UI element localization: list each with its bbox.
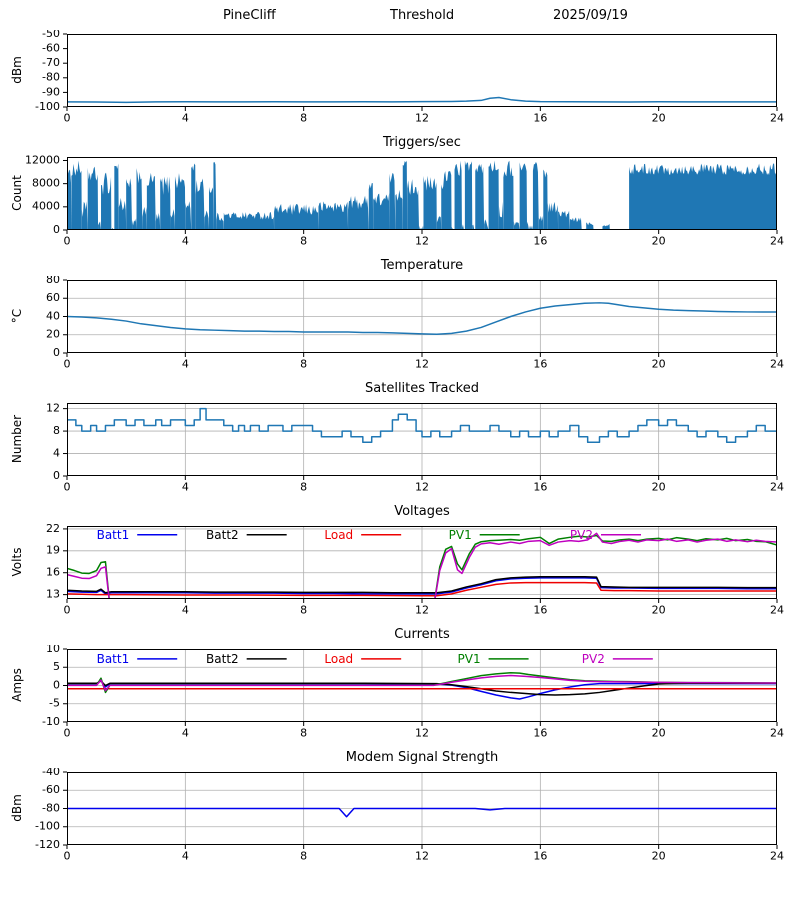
panel-temperature: Temperature °C xyxy=(5,256,795,371)
triggers-chart xyxy=(5,153,795,248)
voltages-chart xyxy=(5,522,795,617)
panel-currents: Currents Amps xyxy=(5,625,795,740)
panel-voltages: Voltages Volts xyxy=(5,502,795,617)
temperature-chart xyxy=(5,276,795,371)
plot-type-label: Threshold xyxy=(390,8,455,23)
voltages-title: Voltages xyxy=(394,504,450,519)
satellites-chart xyxy=(5,399,795,494)
station-name: PineCliff xyxy=(223,8,276,23)
triggers-title: Triggers/sec xyxy=(383,135,461,150)
modem-title: Modem Signal Strength xyxy=(345,750,499,765)
currents-chart xyxy=(5,645,795,740)
satellites-title: Satellites Tracked xyxy=(365,381,479,396)
panel-triggers: Triggers/sec Count xyxy=(5,133,795,248)
chart-header: PineCliff Threshold 2025/09/19 xyxy=(5,4,795,30)
currents-title: Currents xyxy=(394,627,450,642)
date-label: 2025/09/19 xyxy=(553,8,628,23)
modem-chart xyxy=(5,768,795,863)
panel-satellites: Satellites Tracked Number xyxy=(5,379,795,494)
temperature-title: Temperature xyxy=(380,258,464,273)
panel-threshold: dBm xyxy=(5,30,795,125)
threshold-chart xyxy=(5,30,795,125)
panel-modem: Modem Signal Strength dBm xyxy=(5,748,795,863)
